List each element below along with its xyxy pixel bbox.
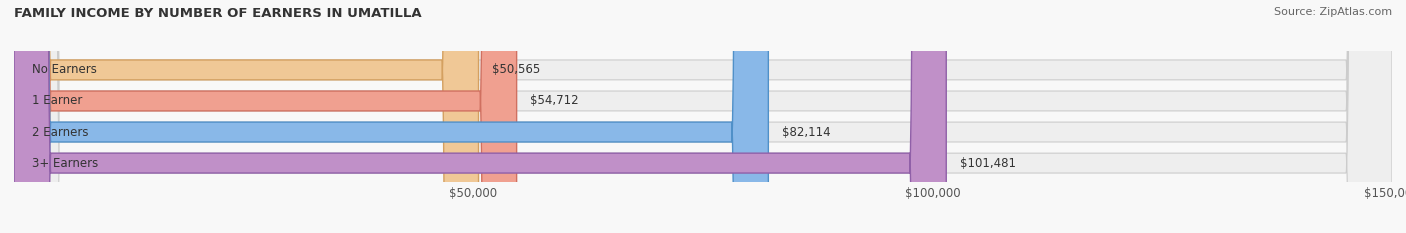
FancyBboxPatch shape <box>14 0 946 233</box>
FancyBboxPatch shape <box>14 0 1392 233</box>
Text: 3+ Earners: 3+ Earners <box>32 157 98 170</box>
Text: $82,114: $82,114 <box>782 126 831 139</box>
Text: FAMILY INCOME BY NUMBER OF EARNERS IN UMATILLA: FAMILY INCOME BY NUMBER OF EARNERS IN UM… <box>14 7 422 20</box>
Text: No Earners: No Earners <box>32 63 97 76</box>
FancyBboxPatch shape <box>14 0 478 233</box>
FancyBboxPatch shape <box>14 0 1392 233</box>
Text: 1 Earner: 1 Earner <box>32 94 83 107</box>
FancyBboxPatch shape <box>14 0 1392 233</box>
Text: $101,481: $101,481 <box>960 157 1017 170</box>
Text: Source: ZipAtlas.com: Source: ZipAtlas.com <box>1274 7 1392 17</box>
Text: 2 Earners: 2 Earners <box>32 126 89 139</box>
Text: $54,712: $54,712 <box>530 94 579 107</box>
Text: $50,565: $50,565 <box>492 63 540 76</box>
FancyBboxPatch shape <box>14 0 768 233</box>
FancyBboxPatch shape <box>14 0 1392 233</box>
FancyBboxPatch shape <box>14 0 516 233</box>
